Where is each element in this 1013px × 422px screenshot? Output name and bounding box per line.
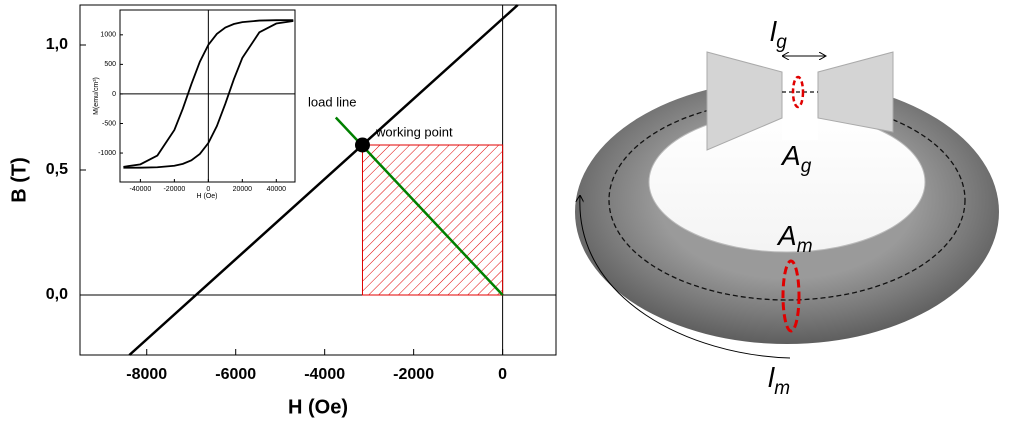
annotation: load line (308, 94, 356, 109)
label-sub: m (797, 236, 813, 257)
gap-length-label: lg (770, 16, 787, 53)
y-tick-label: 0,5 (46, 161, 68, 178)
y-tick-label: 1000 (100, 32, 116, 39)
path-arrow (580, 196, 791, 359)
x-axis-label: H (Oe) (288, 396, 348, 418)
x-tick-label: 40000 (267, 186, 287, 193)
inset-chart: -40000 -20000 0 20000 40000 -1000 -500 0 500 1000… (93, 9, 296, 200)
torus-diagram: lg Ag Am lm (575, 16, 999, 399)
gap-area-label: Ag (780, 140, 812, 177)
y-tick-label: 1,0 (46, 36, 68, 53)
label-main: l (768, 362, 775, 393)
magnet-area (781, 259, 801, 333)
gap-area (791, 75, 805, 109)
air-gap (782, 70, 818, 140)
y-tick-label: 0 (112, 91, 116, 98)
label-main: A (780, 140, 801, 171)
y-axis-label: M(emu/cm³) (93, 77, 100, 115)
y-tick-label: -500 (102, 120, 116, 127)
annotation: working point (375, 124, 453, 139)
x-tick-label: -8000 (126, 366, 167, 383)
working-point (354, 137, 370, 153)
label-sub: g (776, 32, 787, 53)
x-tick-label: 0 (206, 186, 210, 193)
label-main: l (770, 16, 777, 47)
curve (123, 19, 294, 168)
x-axis-label: H (Oe) (197, 193, 218, 200)
y-tick-label: 500 (104, 61, 116, 68)
x-tick-label: -6000 (215, 366, 256, 383)
path-length-label: lm (768, 362, 790, 399)
curve (128, 4, 519, 356)
curve (123, 20, 294, 169)
label-sub: m (774, 378, 790, 399)
y-tick-label: 0,0 (46, 286, 68, 303)
x-tick-label: -4000 (304, 366, 345, 383)
x-tick-label: -40000 (129, 186, 151, 193)
label-sub: g (801, 156, 812, 177)
x-tick-label: -2000 (393, 366, 434, 383)
x-tick-label: -20000 (163, 186, 185, 193)
label-main: A (776, 220, 797, 251)
x-tick-label: 0 (498, 366, 507, 383)
pole-piece (817, 51, 894, 133)
y-tick-label: -1000 (98, 150, 116, 157)
plot-frame (119, 9, 296, 183)
x-tick-label: 20000 (233, 186, 253, 193)
magnet-area-label: Am (776, 220, 813, 257)
y-axis-label: B (T) (8, 157, 30, 203)
pole-piece (706, 51, 783, 151)
